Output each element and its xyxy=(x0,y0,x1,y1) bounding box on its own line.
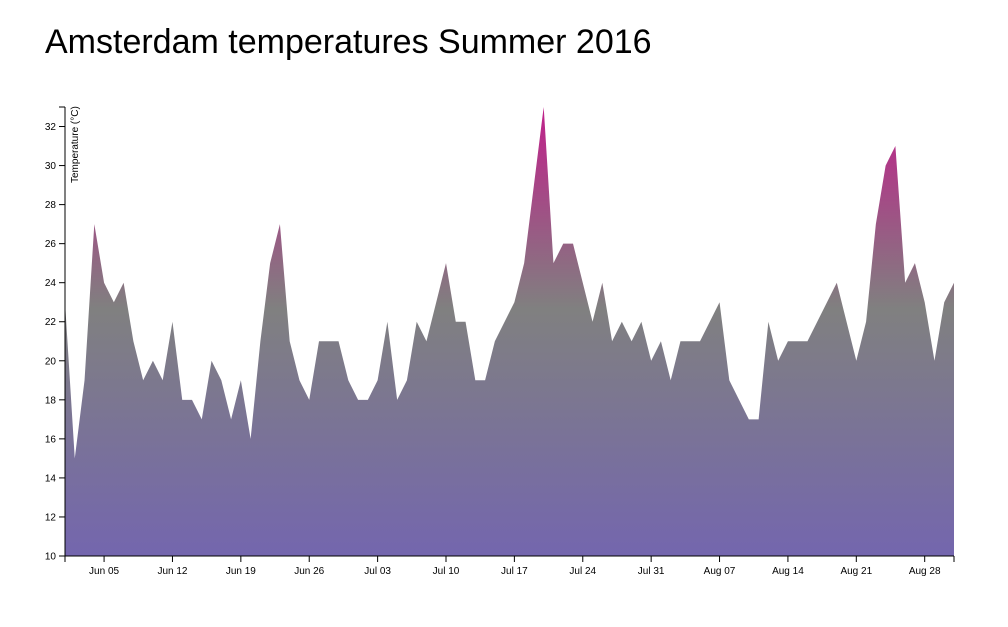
y-tick-label: 26 xyxy=(45,239,57,250)
x-axis: Jun 05 Jun 12 Jun 19 Jun 26 Jul 03 Jul 10 Jul … xyxy=(64,555,955,577)
x-tick-label: Jul 03 xyxy=(364,566,391,577)
y-tick-label: 10 xyxy=(45,552,57,563)
y-tick-label: 18 xyxy=(45,395,57,406)
x-tick-label: Aug 14 xyxy=(772,566,804,577)
x-tick-label: Jun 26 xyxy=(294,566,324,577)
y-tick-label: 32 xyxy=(45,122,57,133)
chart-title: Amsterdam temperatures Summer 2016 xyxy=(45,23,652,61)
x-tick-label: Aug 28 xyxy=(909,566,941,577)
y-tick-label: 28 xyxy=(45,200,57,211)
temperature-area xyxy=(65,107,954,556)
x-tick-label: Jul 10 xyxy=(433,566,460,577)
y-tick-label: 22 xyxy=(45,317,57,328)
y-axis-label: Temperature (°C) xyxy=(70,106,81,183)
y-tick-label: 20 xyxy=(45,356,57,367)
x-tick-label: Jul 31 xyxy=(638,566,665,577)
x-tick-label: Jul 17 xyxy=(501,566,528,577)
y-tick-label: 24 xyxy=(45,278,57,289)
y-axis: 10 12 14 16 18 20 22 24 26 28 30 32 xyxy=(45,106,66,563)
y-tick-label: 16 xyxy=(45,434,57,445)
y-tick-label: 30 xyxy=(45,161,57,172)
x-tick-label: Jul 24 xyxy=(569,566,596,577)
x-tick-label: Jun 19 xyxy=(226,566,256,577)
x-tick-label: Aug 21 xyxy=(840,566,872,577)
x-tick-label: Jun 05 xyxy=(89,566,119,577)
y-tick-label: 14 xyxy=(45,473,57,484)
x-tick-label: Aug 07 xyxy=(704,566,736,577)
x-tick-label: Jun 12 xyxy=(157,566,187,577)
y-tick-label: 12 xyxy=(45,512,57,523)
